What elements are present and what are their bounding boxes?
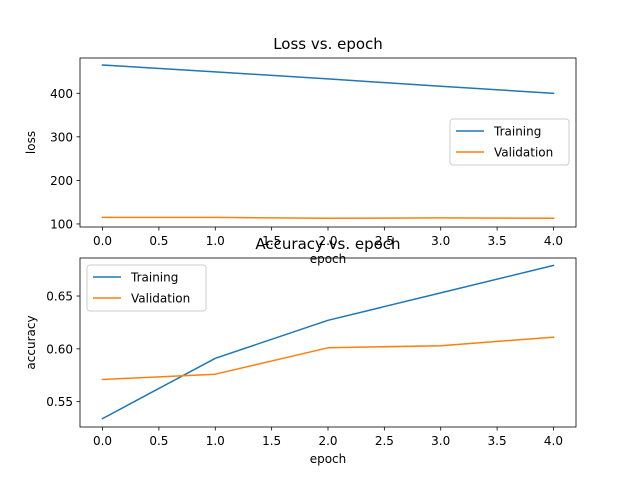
chart2-xtick-label: 2.5 [375,434,394,448]
chart2-title: Accuracy vs. epoch [255,235,400,253]
chart1-ytick-label: 100 [50,217,73,231]
chart2-xlabel: epoch [310,452,347,466]
chart2-series-training-line [101,264,555,420]
chart2-xtick-label: 1.5 [262,434,281,448]
chart1-xtick-label: 4.0 [544,234,563,248]
chart1-xtick-label: 1.0 [206,234,225,248]
chart2-xtick-label: 3.0 [431,434,450,448]
chart2-ylabel: accuracy [24,315,38,369]
chart1-ylabel: loss [24,131,38,154]
chart2-series-validation-line [101,336,555,381]
chart1-ytick-label: 400 [50,87,73,101]
chart2-xtick-label: 0.0 [93,434,112,448]
chart1-xtick-label: 3.5 [488,234,507,248]
chart2-ytick-label: 0.65 [46,290,73,304]
chart1-xtick-label: 0.5 [149,234,168,248]
chart2-xtick-label: 0.5 [149,434,168,448]
chart1-xtick-label: 2.0 [318,234,337,248]
chart2-xtick-label: 3.5 [488,434,507,448]
chart2-legend-label-training: Training [130,271,178,285]
chart2-legend-label-validation: Validation [131,292,190,306]
chart2-xtick-label: 2.0 [318,434,337,448]
chart1-ytick-label: 200 [50,174,73,188]
chart1-xtick-label: 2.5 [375,234,394,248]
chart1-legend-label-training: Training [493,125,541,139]
chart1-ytick-label: 300 [50,130,73,144]
chart1-title: Loss vs. epoch [273,35,383,53]
chart1-series-training-line [101,64,555,95]
chart1-xlabel: epoch [310,252,347,266]
chart2-ytick-label: 0.60 [46,342,73,356]
chart2-ytick-label: 0.55 [46,395,73,409]
chart1-legend-label-validation: Validation [494,146,553,160]
chart1-xtick-label: 0.0 [93,234,112,248]
chart1-series-validation-line [101,216,555,220]
chart1-xtick-label: 1.5 [262,234,281,248]
chart2-xtick-label: 1.0 [206,434,225,448]
chart2-xtick-label: 4.0 [544,434,563,448]
chart1-xtick-label: 3.0 [431,234,450,248]
